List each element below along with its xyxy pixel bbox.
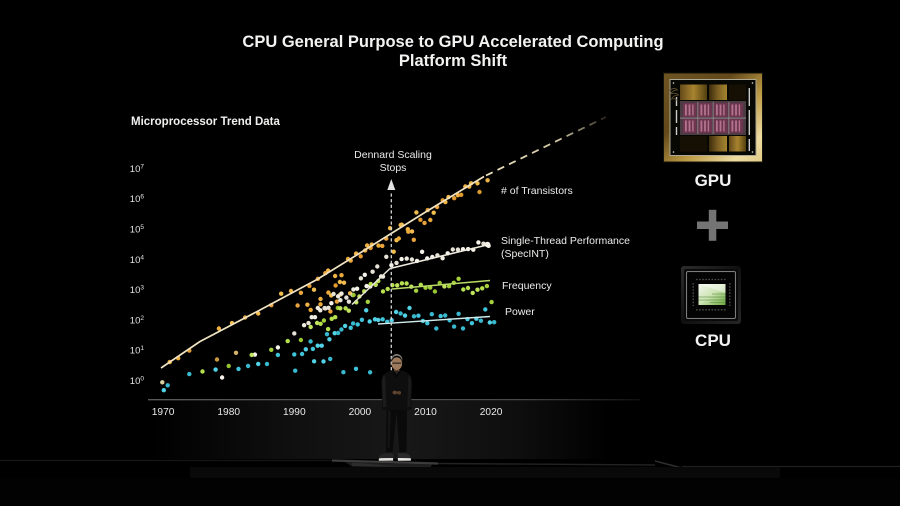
svg-text:2020: 2020 bbox=[480, 407, 503, 418]
svg-text:102: 102 bbox=[130, 315, 145, 327]
svg-text:Dennard Scaling: Dennard Scaling bbox=[354, 149, 432, 161]
svg-text:CPU: CPU bbox=[695, 331, 731, 350]
svg-text:Microprocessor Trend Data: Microprocessor Trend Data bbox=[131, 116, 281, 128]
svg-text:1990: 1990 bbox=[283, 407, 306, 418]
svg-text:103: 103 bbox=[130, 285, 145, 297]
svg-text:107: 107 bbox=[130, 163, 145, 175]
svg-text:GPU: GPU bbox=[695, 171, 732, 190]
svg-text:101: 101 bbox=[130, 345, 145, 357]
svg-text:1980: 1980 bbox=[217, 407, 240, 418]
svg-text:2000: 2000 bbox=[349, 407, 372, 418]
svg-text:# of Transistors: # of Transistors bbox=[501, 185, 573, 197]
svg-text:100: 100 bbox=[130, 376, 145, 388]
svg-text:CPU General Purpose to GPU Acc: CPU General Purpose to GPU Accelerated C… bbox=[242, 33, 663, 51]
svg-text:106: 106 bbox=[130, 194, 145, 206]
svg-text:104: 104 bbox=[130, 254, 145, 266]
svg-text:105: 105 bbox=[130, 224, 145, 236]
svg-text:Stops: Stops bbox=[380, 162, 407, 174]
svg-text:(SpecINT): (SpecINT) bbox=[501, 248, 549, 260]
svg-text:Single-Thread Performance: Single-Thread Performance bbox=[501, 235, 630, 247]
svg-text:Frequency: Frequency bbox=[502, 280, 552, 292]
svg-text:Power: Power bbox=[505, 306, 535, 318]
svg-text:Platform Shift: Platform Shift bbox=[399, 52, 508, 70]
svg-text:1970: 1970 bbox=[152, 407, 175, 418]
svg-text:2010: 2010 bbox=[414, 407, 437, 418]
